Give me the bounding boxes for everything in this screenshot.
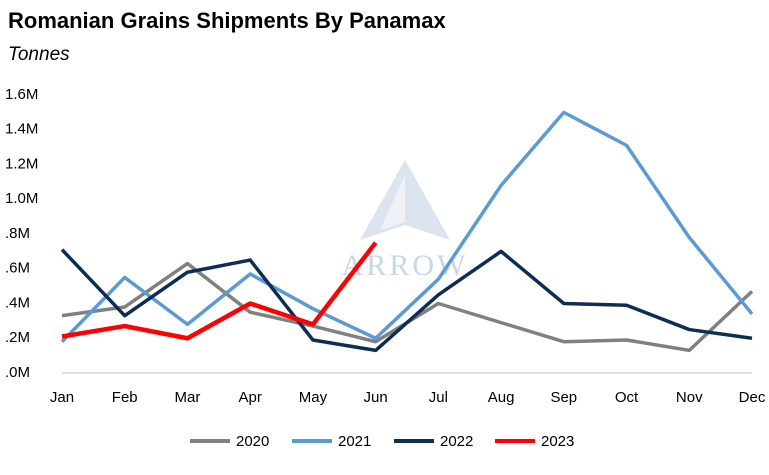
y-tick-label: 1.0M — [5, 190, 38, 207]
legend-label: 2020 — [236, 433, 269, 450]
watermark: ARROW — [342, 249, 469, 282]
x-tick-label: Dec — [739, 389, 766, 406]
y-tick-label: .8M — [5, 225, 30, 242]
x-tick-label: Jun — [364, 389, 388, 406]
line-series — [60, 110, 754, 343]
y-tick-label: .2M — [5, 329, 30, 346]
x-tick-label: Jul — [429, 389, 448, 406]
y-tick-label: 1.2M — [5, 155, 38, 172]
x-tick-label: Jan — [50, 389, 74, 406]
line-series — [61, 241, 378, 341]
x-tick-label: Nov — [676, 389, 703, 406]
chart-title: Romanian Grains Shipments By Panamax — [8, 8, 446, 33]
y-tick-label: .6M — [5, 260, 30, 277]
watermark-logo: ARROW — [342, 160, 469, 282]
x-tick-label: Apr — [239, 389, 262, 406]
y-tick-label: .0M — [5, 364, 30, 381]
x-tick-label: Aug — [488, 389, 515, 406]
y-tick-label: 1.6M — [5, 86, 38, 103]
x-tick-label: Sep — [550, 389, 577, 406]
chart-subtitle: Tonnes — [8, 44, 70, 65]
x-tick-label: Mar — [175, 389, 201, 406]
legend-label: 2023 — [541, 433, 574, 450]
line-series — [60, 248, 753, 353]
legend-label: 2022 — [440, 433, 473, 450]
legend-label: 2021 — [338, 433, 371, 450]
y-tick-label: 1.4M — [5, 121, 38, 138]
x-tick-label: Oct — [615, 389, 639, 406]
x-tick-label: Feb — [112, 389, 138, 406]
x-tick-label: May — [299, 389, 328, 406]
y-tick-label: .4M — [5, 294, 30, 311]
